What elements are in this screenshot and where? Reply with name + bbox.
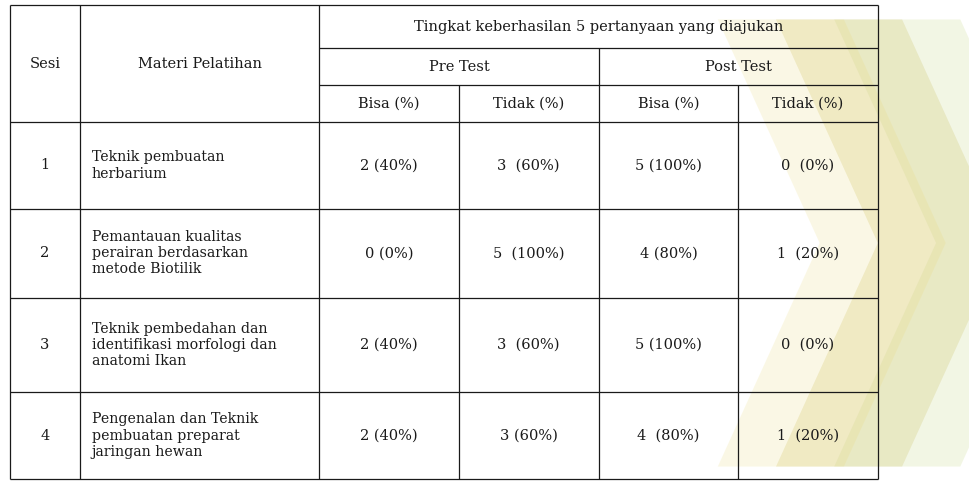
Text: Materi Pelatihan: Materi Pelatihan: [138, 56, 262, 70]
Text: 5 (100%): 5 (100%): [635, 158, 702, 173]
Text: Bisa (%): Bisa (%): [358, 97, 420, 111]
Text: 3  (60%): 3 (60%): [497, 158, 559, 173]
Text: 2: 2: [40, 246, 49, 260]
Text: 3 (60%): 3 (60%): [499, 429, 557, 443]
Text: 2 (40%): 2 (40%): [359, 338, 418, 352]
Text: 0  (0%): 0 (0%): [781, 158, 833, 173]
Text: 2 (40%): 2 (40%): [359, 158, 418, 173]
Text: 4: 4: [40, 429, 49, 443]
Text: 3: 3: [40, 338, 49, 352]
Text: Tidak (%): Tidak (%): [771, 97, 843, 111]
Polygon shape: [833, 19, 969, 467]
Text: 5  (100%): 5 (100%): [492, 246, 564, 260]
Text: Sesi: Sesi: [29, 56, 60, 70]
Text: 4 (80%): 4 (80%): [639, 246, 697, 260]
Text: Pengenalan dan Teknik
pembuatan preparat
jaringan hewan: Pengenalan dan Teknik pembuatan preparat…: [91, 413, 258, 459]
Text: Teknik pembuatan
herbarium: Teknik pembuatan herbarium: [91, 150, 224, 181]
Text: Pre Test: Pre Test: [428, 60, 488, 74]
Text: 3  (60%): 3 (60%): [497, 338, 559, 352]
Text: 0 (0%): 0 (0%): [364, 246, 413, 260]
Text: Tidak (%): Tidak (%): [492, 97, 564, 111]
Text: Bisa (%): Bisa (%): [637, 97, 699, 111]
Text: 1  (20%): 1 (20%): [776, 246, 838, 260]
Text: 4  (80%): 4 (80%): [637, 429, 699, 443]
Text: Post Test: Post Test: [704, 60, 771, 74]
Text: Teknik pembedahan dan
identifikasi morfologi dan
anatomi Ikan: Teknik pembedahan dan identifikasi morfo…: [91, 322, 276, 368]
Text: 1  (20%): 1 (20%): [776, 429, 838, 443]
Polygon shape: [717, 19, 945, 467]
Text: Tingkat keberhasilan 5 pertanyaan yang diajukan: Tingkat keberhasilan 5 pertanyaan yang d…: [414, 19, 782, 34]
Text: 5 (100%): 5 (100%): [635, 338, 702, 352]
Text: Pemantauan kualitas
perairan berdasarkan
metode Biotilik: Pemantauan kualitas perairan berdasarkan…: [91, 230, 247, 277]
Text: 2 (40%): 2 (40%): [359, 429, 418, 443]
Text: 0  (0%): 0 (0%): [781, 338, 833, 352]
Polygon shape: [775, 19, 969, 467]
Text: 1: 1: [41, 158, 49, 173]
